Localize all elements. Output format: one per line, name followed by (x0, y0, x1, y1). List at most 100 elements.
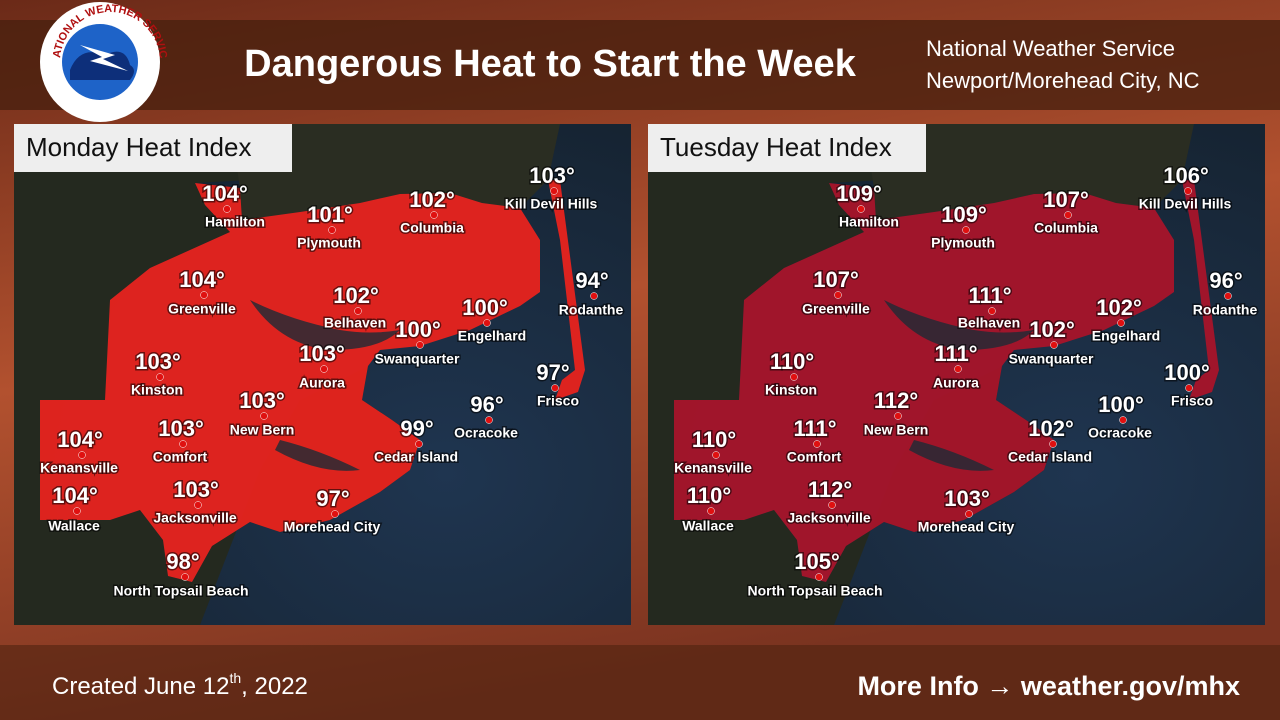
city-temp: 102° (409, 187, 455, 212)
city-dot (707, 507, 715, 515)
city-dot (320, 365, 328, 373)
city-dot (1050, 341, 1058, 349)
city-name: Plymouth (931, 235, 995, 251)
city-dot (590, 292, 598, 300)
city-name: New Bern (230, 422, 295, 438)
city-dot (988, 307, 996, 315)
city-temp: 105° (794, 549, 840, 574)
city-name: North Topsail Beach (747, 583, 882, 599)
city-dot (485, 416, 493, 424)
city-dot (78, 451, 86, 459)
city-temp: 103° (529, 163, 575, 188)
city-temp: 94° (575, 268, 608, 293)
city-temp: 100° (395, 317, 441, 342)
city-name: Rodanthe (559, 302, 624, 318)
city-name: Cedar Island (374, 449, 458, 465)
city-dot (200, 291, 208, 299)
city-dot (815, 573, 823, 581)
city-dot (73, 507, 81, 515)
city-name: Kenansville (40, 460, 118, 476)
city-name: Engelhard (458, 328, 526, 344)
city-name: Kill Devil Hills (1139, 196, 1232, 212)
city-dot (1185, 384, 1193, 392)
city-dot (954, 365, 962, 373)
city-name: Hamilton (839, 214, 899, 230)
city-dot (894, 412, 902, 420)
city-name: Engelhard (1092, 328, 1160, 344)
more-info[interactable]: More Info → weather.gov/mhx (857, 671, 1240, 701)
city-dot (328, 226, 336, 234)
city-temp: 104° (202, 181, 248, 206)
city-name: Jacksonville (787, 510, 870, 526)
city-name: Wallace (682, 518, 734, 534)
city-name: Greenville (802, 301, 870, 317)
city-name: Columbia (1034, 220, 1098, 236)
map-title-box (648, 124, 926, 172)
heat-region (548, 180, 585, 400)
city-temp: 109° (941, 202, 987, 227)
city-name: Frisco (537, 393, 579, 409)
city-dot (223, 205, 231, 213)
city-name: Columbia (400, 220, 464, 236)
city-name: Aurora (299, 375, 345, 391)
city-name: Belhaven (958, 315, 1020, 331)
city-name: Kinston (765, 382, 817, 398)
city-dot (156, 373, 164, 381)
header-band (0, 20, 1280, 110)
city-dot (857, 205, 865, 213)
city-dot (828, 501, 836, 509)
city-name: Plymouth (297, 235, 361, 251)
city-temp: 102° (1028, 416, 1074, 441)
city-name: Hamilton (205, 214, 265, 230)
city-temp: 111° (934, 341, 977, 366)
city-dot (551, 384, 559, 392)
city-dot (179, 440, 187, 448)
city-temp: 97° (536, 360, 569, 385)
city-name: Greenville (168, 301, 236, 317)
city-temp: 103° (135, 349, 181, 374)
city-temp: 110° (687, 483, 731, 508)
city-temp: 109° (836, 181, 882, 206)
city-name: Kill Devil Hills (505, 196, 598, 212)
heat-region (674, 183, 1174, 582)
city-name: Swanquarter (1009, 351, 1094, 367)
footer-band (0, 645, 1280, 720)
city-temp: 100° (1164, 360, 1210, 385)
city-name: Ocracoke (1088, 425, 1152, 441)
map-panel: Monday Heat Index 104° Hamilton 101° Plymout… (14, 124, 631, 625)
office-line: National Weather Service (926, 36, 1175, 61)
city-dot (354, 307, 362, 315)
city-name: North Topsail Beach (113, 583, 248, 599)
city-dot (813, 440, 821, 448)
city-temp: 111° (793, 416, 836, 441)
city-temp: 106° (1163, 163, 1209, 188)
city-dot (1049, 440, 1057, 448)
city-name: Cedar Island (1008, 449, 1092, 465)
city-temp: 96° (470, 392, 503, 417)
city-dot (550, 187, 558, 195)
city-temp: 107° (813, 267, 859, 292)
city-dot (965, 510, 973, 518)
city-dot (260, 412, 268, 420)
city-dot (1117, 319, 1125, 327)
created: Created June 12 (52, 673, 229, 700)
city-temp: 104° (179, 267, 225, 292)
city-dot (1224, 292, 1232, 300)
city-temp: 104° (52, 483, 98, 508)
city-dot (1184, 187, 1192, 195)
city-temp: 96° (1209, 268, 1242, 293)
city-name: Ocracoke (454, 425, 518, 441)
city-temp: 98° (166, 549, 199, 574)
city-temp: 100° (1098, 392, 1144, 417)
city-temp: 111° (968, 283, 1011, 308)
created-date: Created June 12th, 2022 (52, 670, 308, 701)
city-name: Kinston (131, 382, 183, 398)
city-dot (181, 573, 189, 581)
city-temp: 102° (333, 283, 379, 308)
city-temp: 97° (316, 486, 349, 511)
city-temp: 101° (307, 202, 353, 227)
city-temp: 103° (944, 486, 990, 511)
city-name: Wallace (48, 518, 100, 534)
city-dot (1064, 211, 1072, 219)
sound (250, 300, 400, 471)
